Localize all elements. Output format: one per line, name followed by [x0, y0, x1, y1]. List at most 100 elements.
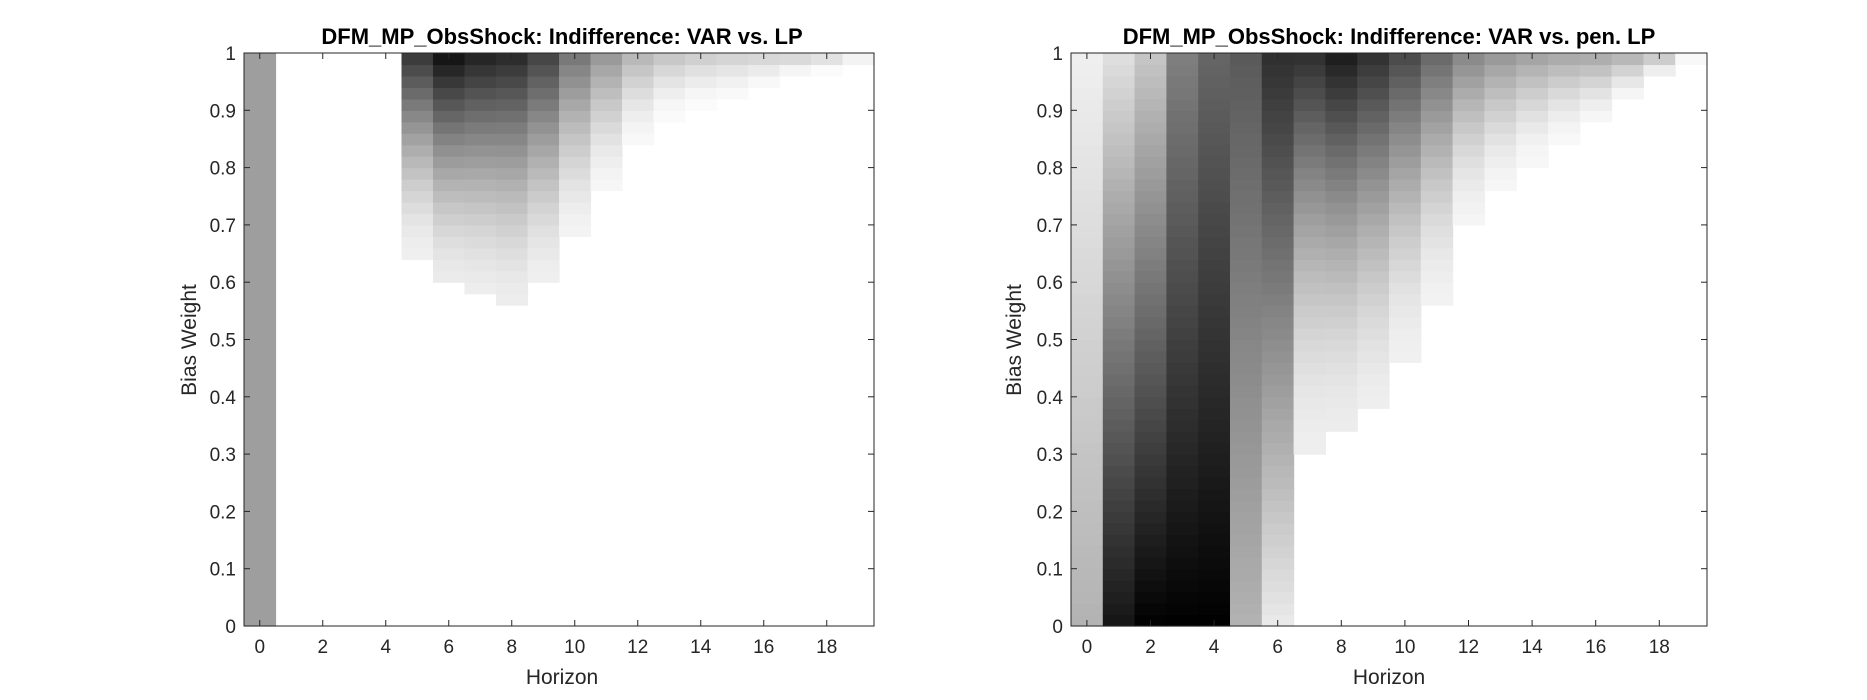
heatmap-cell	[1230, 316, 1263, 329]
heatmap-cell	[1357, 179, 1390, 192]
heatmap-cell	[496, 133, 529, 146]
heatmap-cell	[1134, 431, 1167, 444]
heatmap-cell	[1071, 522, 1104, 535]
heatmap-cell	[1071, 53, 1104, 66]
heatmap-cell	[1071, 213, 1104, 226]
x-tick-label: 14	[690, 637, 712, 658]
heatmap-cell	[1357, 396, 1390, 409]
heatmap-cell	[1198, 87, 1231, 100]
heatmap-cell	[1325, 144, 1358, 157]
heatmap-cell	[496, 190, 529, 203]
heatmap-cell	[401, 98, 434, 111]
x-tick-label: 12	[627, 637, 648, 658]
heatmap-cell	[685, 53, 718, 66]
heatmap-cell	[244, 568, 277, 581]
heatmap-cell	[1325, 213, 1358, 226]
heatmap-cell	[1134, 156, 1167, 169]
heatmap-cell	[1230, 580, 1263, 593]
x-tick-label: 12	[1458, 637, 1479, 658]
heatmap-cell	[1325, 201, 1358, 215]
heatmap-cell	[1325, 293, 1358, 306]
heatmap-cell	[1166, 87, 1199, 100]
heatmap-cell	[1166, 362, 1199, 375]
heatmap-cell	[590, 64, 623, 77]
heatmap-cell	[1357, 167, 1390, 180]
heatmap-cell	[1071, 499, 1104, 512]
heatmap-cell	[244, 121, 277, 134]
heatmap-cell	[244, 522, 277, 535]
heatmap-cell	[1261, 522, 1295, 535]
heatmap-cell	[1579, 98, 1613, 111]
heatmap-cell	[1484, 87, 1517, 100]
heatmap-cell	[1071, 133, 1104, 146]
heatmap-cell	[1261, 167, 1295, 180]
heatmap-cell	[244, 362, 277, 375]
heatmap-cell	[1293, 431, 1326, 444]
heatmap-cell	[1389, 190, 1422, 203]
heatmap-cell	[1548, 87, 1581, 100]
heatmap-cell	[1548, 121, 1581, 134]
heatmap-chart-right: DFM_MP_ObsShock: Indifference: VAR vs. p…	[1003, 24, 1708, 689]
heatmap-cell	[1166, 247, 1199, 260]
heatmap-cell	[1102, 247, 1136, 260]
heatmap-cell	[1102, 339, 1136, 352]
heatmap-cell	[1293, 305, 1326, 318]
heatmap-cell	[433, 110, 466, 123]
heatmap-cell	[1071, 316, 1104, 329]
heatmap-cell	[1102, 213, 1136, 226]
heatmap-cell	[1230, 328, 1263, 341]
heatmap-cell	[559, 133, 592, 146]
heatmap-cell	[527, 75, 560, 88]
heatmap-cell	[1261, 213, 1295, 226]
heatmap-cell	[1261, 190, 1295, 203]
y-tick-label: 0.2	[210, 502, 236, 523]
heatmap-cell	[1325, 190, 1358, 203]
heatmap-cell	[464, 64, 497, 77]
heatmap-cell	[1102, 534, 1136, 547]
heatmap-cell	[1389, 293, 1422, 306]
heatmap-cell	[433, 167, 466, 180]
heatmap-cell	[1389, 87, 1422, 100]
heatmap-cell	[1134, 385, 1167, 398]
heatmap-cell	[1261, 580, 1295, 593]
heatmap-cell	[1071, 557, 1104, 570]
heatmap-cell	[1166, 201, 1199, 215]
heatmap-cell	[1102, 557, 1136, 570]
y-axis-label-left: Bias Weight	[178, 284, 201, 396]
heatmap-cell	[1420, 247, 1454, 260]
y-tick-label: 0.1	[1037, 560, 1063, 581]
heatmap-cell	[496, 167, 529, 180]
heatmap-cell	[1325, 339, 1358, 352]
heatmap-cell	[464, 213, 497, 226]
heatmap-cell	[433, 247, 466, 260]
heatmap-cell	[1166, 213, 1199, 226]
heatmap-cell	[1198, 603, 1231, 616]
heatmap-cell	[1452, 179, 1485, 192]
heatmap-cell	[244, 385, 277, 398]
heatmap-cell	[559, 98, 592, 111]
y-tick-label: 0.3	[210, 445, 236, 466]
heatmap-cell	[748, 75, 781, 88]
heatmap-cell	[1389, 121, 1422, 134]
heatmap-cell	[244, 110, 277, 123]
heatmap-cell	[1325, 408, 1358, 421]
heatmap-cell	[1071, 408, 1104, 421]
heatmap-cell	[1102, 156, 1136, 169]
heatmap-cell	[1102, 499, 1136, 512]
heatmap-cell	[1261, 133, 1295, 146]
heatmap-cell	[1325, 75, 1358, 88]
heatmap-cell	[1325, 224, 1358, 237]
heatmap-cell	[496, 270, 529, 283]
heatmap-cell	[559, 201, 592, 215]
heatmap-cell	[1325, 373, 1358, 386]
heatmap-cell	[1325, 328, 1358, 341]
heatmap-cell	[1230, 167, 1263, 180]
heatmap-cell	[590, 156, 623, 169]
heatmap-cell	[1357, 293, 1390, 306]
heatmap-cell	[1166, 75, 1199, 88]
heatmap-cell	[1293, 213, 1326, 226]
heatmap-cell	[1134, 534, 1167, 547]
heatmap-cell	[1102, 396, 1136, 409]
heatmap-cell	[1198, 431, 1231, 444]
heatmap-cell	[1230, 282, 1263, 295]
